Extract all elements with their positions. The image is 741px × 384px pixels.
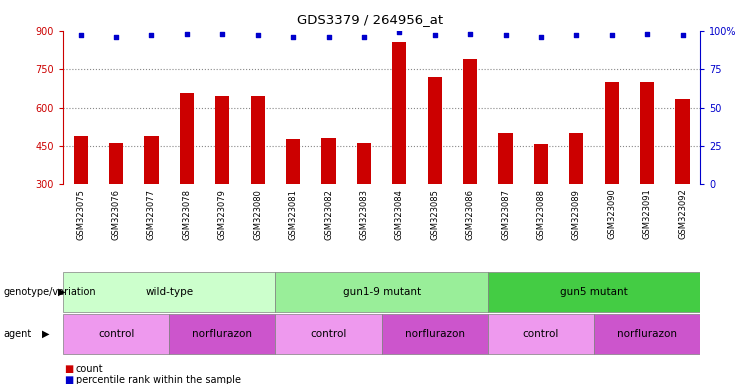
Text: GSM323089: GSM323089 <box>572 189 581 240</box>
Bar <box>215 96 230 261</box>
Bar <box>357 142 371 261</box>
Point <box>145 32 157 38</box>
Point <box>358 34 370 40</box>
Text: norflurazon: norflurazon <box>193 329 252 339</box>
Bar <box>428 77 442 261</box>
Bar <box>276 314 382 354</box>
Bar <box>144 136 159 261</box>
Point <box>75 32 87 38</box>
Text: control: control <box>522 329 559 339</box>
Text: GSM323077: GSM323077 <box>147 189 156 240</box>
Bar <box>276 271 488 312</box>
Text: GSM323083: GSM323083 <box>359 189 368 240</box>
Text: GSM323092: GSM323092 <box>678 189 687 239</box>
Point <box>429 32 441 38</box>
Text: count: count <box>76 364 103 374</box>
Bar <box>569 133 583 261</box>
Text: GSM323082: GSM323082 <box>324 189 333 240</box>
Text: ▶: ▶ <box>42 329 50 339</box>
Point <box>393 29 405 35</box>
Bar <box>180 93 194 261</box>
Text: genotype/variation: genotype/variation <box>4 287 96 297</box>
Text: ■: ■ <box>64 364 73 374</box>
Text: GSM323079: GSM323079 <box>218 189 227 240</box>
Bar <box>640 82 654 261</box>
Text: norflurazon: norflurazon <box>617 329 677 339</box>
Point <box>571 32 582 38</box>
Text: GSM323078: GSM323078 <box>182 189 191 240</box>
Bar <box>250 96 265 261</box>
Point <box>499 32 511 38</box>
Point <box>641 31 653 37</box>
Point <box>110 34 122 40</box>
Bar <box>463 59 477 261</box>
Bar <box>73 136 87 261</box>
Text: ▶: ▶ <box>58 287 65 297</box>
Point <box>288 34 299 40</box>
Text: GSM323091: GSM323091 <box>642 189 651 239</box>
Bar <box>109 143 123 261</box>
Text: GSM323087: GSM323087 <box>501 189 510 240</box>
Text: GSM323084: GSM323084 <box>395 189 404 240</box>
Bar <box>169 314 276 354</box>
Bar <box>488 271 700 312</box>
Text: wild-type: wild-type <box>145 287 193 297</box>
Point <box>181 31 193 37</box>
Text: GSM323088: GSM323088 <box>536 189 545 240</box>
Text: ■: ■ <box>64 375 73 384</box>
Bar <box>63 271 276 312</box>
Text: gun5 mutant: gun5 mutant <box>560 287 628 297</box>
Point <box>216 31 228 37</box>
Text: agent: agent <box>4 329 32 339</box>
Bar <box>392 42 406 261</box>
Text: norflurazon: norflurazon <box>405 329 465 339</box>
Text: GSM323090: GSM323090 <box>607 189 617 239</box>
Point <box>322 34 334 40</box>
Text: GSM323075: GSM323075 <box>76 189 85 240</box>
Text: GSM323081: GSM323081 <box>288 189 298 240</box>
Point <box>535 34 547 40</box>
Text: GSM323076: GSM323076 <box>112 189 121 240</box>
Bar <box>499 133 513 261</box>
Point <box>677 32 688 38</box>
Text: GSM323080: GSM323080 <box>253 189 262 240</box>
Bar <box>488 314 594 354</box>
Point <box>464 31 476 37</box>
Bar <box>322 138 336 261</box>
Text: GSM323086: GSM323086 <box>465 189 475 240</box>
Text: GSM323085: GSM323085 <box>431 189 439 240</box>
Text: GDS3379 / 264956_at: GDS3379 / 264956_at <box>297 13 444 26</box>
Point <box>606 32 618 38</box>
Bar <box>605 82 619 261</box>
Bar <box>382 314 488 354</box>
Bar <box>286 139 300 261</box>
Bar <box>63 314 169 354</box>
Bar <box>594 314 700 354</box>
Bar <box>534 144 548 261</box>
Text: control: control <box>98 329 134 339</box>
Bar <box>676 99 690 261</box>
Text: gun1-9 mutant: gun1-9 mutant <box>342 287 421 297</box>
Text: percentile rank within the sample: percentile rank within the sample <box>76 375 241 384</box>
Text: control: control <box>310 329 347 339</box>
Point <box>252 32 264 38</box>
